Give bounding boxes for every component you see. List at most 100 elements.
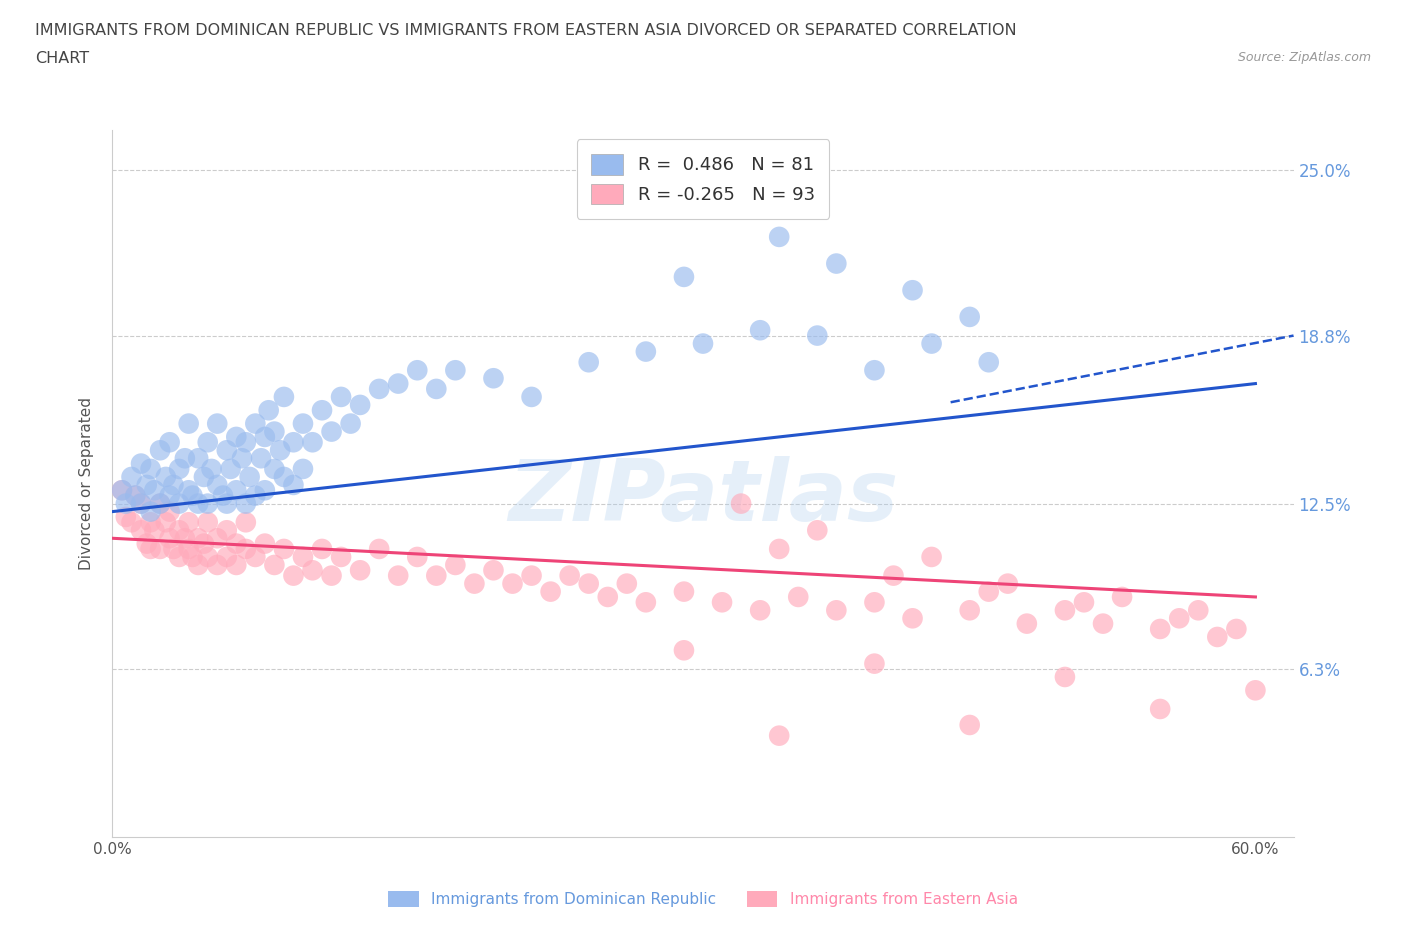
Point: [330, 390, 353, 405]
Point: [129, 497, 152, 512]
Point: [167, 550, 190, 565]
Point: [463, 577, 485, 591]
Point: [149, 443, 172, 458]
Point: [482, 563, 505, 578]
Point: [129, 497, 152, 512]
Point: [711, 595, 734, 610]
Point: [921, 550, 943, 565]
Point: [162, 477, 184, 492]
Point: [863, 363, 886, 378]
Point: [977, 584, 1000, 599]
Point: [540, 584, 562, 599]
Point: [215, 443, 238, 458]
Legend: Immigrants from Dominican Republic, Immigrants from Eastern Asia: Immigrants from Dominican Republic, Immi…: [382, 884, 1024, 913]
Point: [768, 230, 790, 245]
Point: [269, 443, 291, 458]
Point: [149, 497, 172, 512]
Point: [672, 584, 695, 599]
Point: [1187, 603, 1209, 618]
Point: [215, 523, 238, 538]
Point: [159, 435, 181, 450]
Point: [806, 523, 828, 538]
Point: [273, 470, 295, 485]
Point: [124, 488, 146, 503]
Point: [1206, 630, 1229, 644]
Text: CHART: CHART: [35, 51, 89, 66]
Point: [291, 550, 314, 565]
Point: [235, 497, 257, 512]
Point: [749, 603, 772, 618]
Point: [129, 456, 152, 471]
Point: [215, 497, 238, 512]
Point: [187, 497, 209, 512]
Point: [177, 515, 200, 530]
Point: [311, 541, 333, 556]
Point: [177, 483, 200, 498]
Point: [263, 461, 285, 476]
Point: [596, 590, 619, 604]
Point: [291, 461, 314, 476]
Point: [121, 470, 143, 485]
Point: [253, 430, 276, 445]
Point: [159, 488, 181, 503]
Point: [187, 557, 209, 572]
Point: [768, 728, 790, 743]
Point: [139, 504, 162, 519]
Point: [187, 451, 209, 466]
Point: [406, 363, 429, 378]
Point: [235, 435, 257, 450]
Point: [321, 568, 343, 583]
Point: [253, 483, 276, 498]
Point: [225, 557, 247, 572]
Point: [502, 577, 524, 591]
Point: [959, 718, 981, 733]
Point: [212, 488, 235, 503]
Point: [291, 416, 314, 431]
Point: [149, 497, 172, 512]
Point: [143, 483, 166, 498]
Point: [825, 603, 848, 618]
Point: [181, 488, 204, 503]
Point: [197, 550, 219, 565]
Point: [114, 510, 136, 525]
Point: [231, 451, 253, 466]
Point: [520, 568, 543, 583]
Point: [368, 541, 391, 556]
Point: [368, 381, 391, 396]
Point: [578, 577, 600, 591]
Point: [1225, 621, 1247, 636]
Point: [330, 550, 353, 565]
Point: [921, 336, 943, 351]
Point: [239, 470, 262, 485]
Point: [672, 270, 695, 285]
Point: [149, 541, 172, 556]
Point: [768, 541, 790, 556]
Point: [124, 488, 146, 503]
Point: [1111, 590, 1133, 604]
Point: [155, 515, 177, 530]
Point: [959, 310, 981, 325]
Point: [1015, 617, 1038, 631]
Point: [616, 577, 638, 591]
Point: [1149, 621, 1171, 636]
Point: [425, 568, 447, 583]
Point: [177, 416, 200, 431]
Point: [1073, 595, 1095, 610]
Point: [187, 531, 209, 546]
Point: [207, 531, 229, 546]
Point: [863, 657, 886, 671]
Point: [245, 416, 267, 431]
Point: [1149, 701, 1171, 716]
Point: [197, 515, 219, 530]
Point: [1244, 683, 1267, 698]
Point: [167, 461, 190, 476]
Point: [139, 515, 162, 530]
Point: [235, 541, 257, 556]
Point: [578, 355, 600, 370]
Point: [997, 577, 1019, 591]
Point: [155, 470, 177, 485]
Point: [301, 563, 323, 578]
Point: [207, 416, 229, 431]
Point: [301, 435, 323, 450]
Point: [139, 461, 162, 476]
